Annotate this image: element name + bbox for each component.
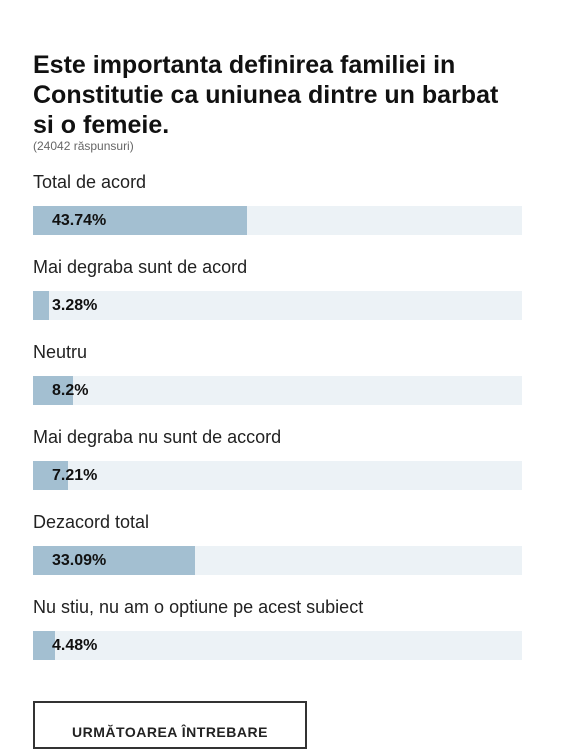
result-bar-track: 43.74%: [33, 206, 522, 235]
result-bar-track: 33.09%: [33, 546, 522, 575]
result-bar-track: 3.28%: [33, 291, 522, 320]
poll-option-label: Total de acord: [33, 172, 147, 192]
poll-option: Dezacord total 33.09%: [33, 511, 522, 596]
result-bar-fill: [33, 291, 50, 320]
poll-option-label: Mai degraba nu sunt de accord: [33, 427, 282, 447]
next-question-button[interactable]: URMĂTOAREA ÎNTREBARE: [33, 701, 307, 749]
poll-widget: Este importanta definirea familiei in Co…: [33, 50, 522, 681]
poll-option: Nu stiu, nu am o optiune pe acest subiec…: [33, 596, 522, 681]
result-percentage: 43.74%: [52, 212, 107, 229]
result-bar-fill: [33, 546, 195, 575]
result-bar-fill: [33, 461, 69, 490]
result-bar-track: 7.21%: [33, 461, 522, 490]
poll-option: Total de acord 43.74%: [33, 171, 522, 256]
result-percentage: 33.09%: [52, 552, 107, 569]
poll-option: Mai degraba sunt de acord 3.28%: [33, 256, 522, 341]
poll-option: Neutru 8.2%: [33, 341, 522, 426]
poll-option-label: Neutru: [33, 342, 88, 362]
result-bar-fill: [33, 631, 55, 660]
poll-results: Total de acord 43.74% Mai degraba sunt d…: [33, 171, 522, 681]
result-percentage: 3.28%: [52, 297, 98, 314]
poll-question: Este importanta definirea familiei in Co…: [33, 51, 499, 139]
result-percentage: 8.2%: [52, 382, 89, 399]
result-percentage: 4.48%: [52, 637, 98, 654]
result-bar-track: 8.2%: [33, 376, 522, 405]
poll-option-label: Nu stiu, nu am o optiune pe acest subiec…: [33, 597, 364, 617]
poll-option-label: Dezacord total: [33, 512, 150, 532]
poll-option: Mai degraba nu sunt de accord 7.21%: [33, 426, 522, 511]
poll-option-label: Mai degraba sunt de acord: [33, 257, 248, 277]
result-bar-fill: [33, 376, 74, 405]
result-bar-track: 4.48%: [33, 631, 522, 660]
response-count: (24042 răspunsuri): [33, 139, 134, 153]
result-percentage: 7.21%: [52, 467, 98, 484]
result-bar-fill: [33, 206, 247, 235]
